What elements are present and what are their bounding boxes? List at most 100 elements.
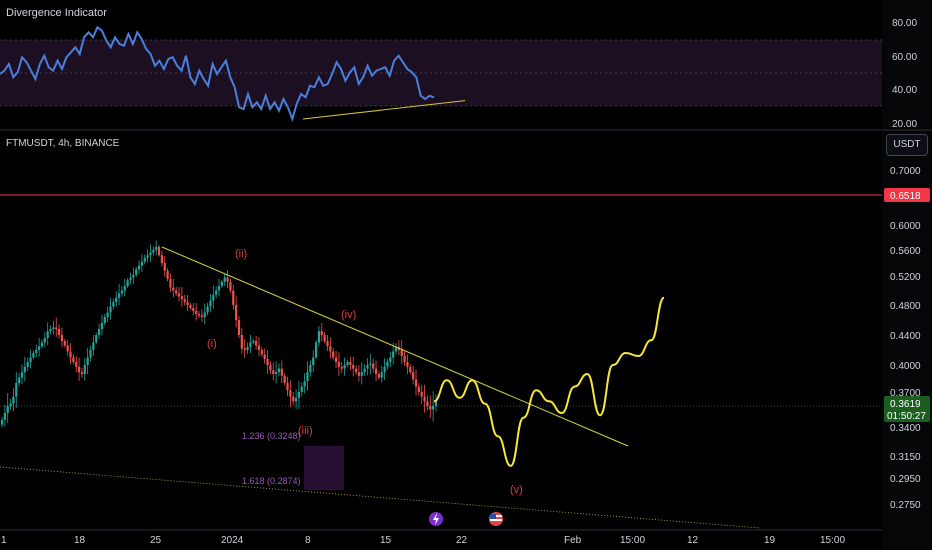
candle-body — [126, 280, 129, 287]
candle-body — [423, 396, 426, 402]
current-price-label: 0.3619 — [890, 399, 921, 410]
candle-body — [235, 305, 238, 320]
indicator-pane: Divergence Indicator 80.00 60.00 40.00 2… — [0, 7, 917, 130]
candle-body — [226, 277, 229, 282]
candle-body — [15, 383, 18, 397]
candle-body — [217, 286, 221, 291]
candle-body — [312, 357, 315, 365]
support-trendline[interactable] — [0, 466, 761, 529]
candle-body — [152, 250, 155, 253]
candle-body — [394, 347, 398, 352]
candle-body — [240, 335, 243, 349]
candle-body — [117, 293, 121, 298]
indicator-tick-40: 40.00 — [892, 85, 917, 96]
bar-countdown-label: 01:50:27 — [887, 411, 926, 422]
candle-body — [149, 252, 152, 256]
time-tick: Feb — [564, 535, 582, 546]
candle-body — [115, 297, 118, 303]
lightning-event-icon[interactable] — [429, 512, 443, 526]
candle-body — [175, 290, 178, 294]
candle-body — [326, 341, 329, 347]
candle-body — [72, 357, 75, 362]
candle-body — [257, 345, 261, 350]
us-flag-event-icon[interactable] — [489, 512, 503, 526]
candle-body — [109, 306, 112, 313]
currency-button[interactable]: USDT — [886, 134, 928, 156]
divergence-trendline — [302, 100, 466, 120]
candle-body — [29, 357, 32, 362]
candle-body — [317, 331, 321, 343]
candle-body — [32, 353, 35, 358]
candle-body — [18, 377, 21, 383]
candle-body — [123, 286, 126, 291]
time-tick: 15:00 — [620, 535, 645, 546]
candle-body — [237, 320, 241, 335]
price-tick: 0.2750 — [890, 500, 921, 511]
time-axis: 1 18 25 2024 8 15 22 Feb 15:00 12 19 15:… — [0, 529, 882, 546]
candle-body — [252, 341, 255, 343]
projection-path[interactable] — [433, 296, 665, 467]
candle-body — [75, 362, 78, 367]
indicator-tick-60: 60.00 — [892, 52, 917, 63]
candle-body — [140, 261, 144, 266]
candle-body — [66, 345, 69, 352]
time-tick: 22 — [456, 535, 468, 546]
candle-body — [409, 366, 412, 373]
candle-body — [97, 329, 101, 335]
price-tick: 0.4800 — [890, 301, 921, 312]
candle-body — [343, 365, 346, 369]
price-tick: 0.4000 — [890, 361, 921, 372]
candle-body — [377, 374, 380, 378]
time-tick: 8 — [305, 535, 311, 546]
candle-body — [160, 255, 163, 263]
wave-label-v: (v) — [510, 484, 523, 496]
candle-body — [203, 312, 206, 317]
candle-body — [309, 365, 312, 373]
candle-body — [426, 401, 429, 406]
candle-body — [400, 350, 403, 356]
candle-body — [300, 386, 303, 392]
candle-body — [303, 381, 306, 387]
candle-body — [80, 372, 84, 374]
candle-body — [223, 277, 226, 282]
candle-body — [195, 311, 198, 314]
fib-extension-box[interactable] — [304, 446, 344, 490]
candle-body — [129, 277, 132, 281]
candle-body — [20, 372, 24, 378]
candle-body — [352, 365, 355, 369]
candle-body — [320, 331, 323, 335]
candle-body — [52, 327, 55, 329]
price-tick: 0.3400 — [890, 423, 921, 434]
candle-body — [49, 329, 52, 332]
candle-body — [286, 383, 289, 391]
candle-body — [186, 302, 189, 305]
candle-body — [263, 354, 266, 359]
candle-body — [106, 312, 109, 317]
wave-label-ii: (ii) — [235, 248, 247, 260]
candle-body — [100, 323, 104, 329]
candle-body — [246, 347, 249, 350]
candle-body — [26, 362, 29, 367]
candle-body — [314, 342, 318, 358]
candle-body — [369, 363, 372, 365]
candle-body — [380, 372, 383, 378]
candle-body — [306, 372, 309, 382]
candle-body — [414, 379, 418, 387]
candle-body — [275, 372, 278, 374]
wave-label-i: (i) — [207, 338, 217, 350]
indicator-title: Divergence Indicator — [6, 7, 107, 19]
candle-body — [212, 294, 215, 301]
candle-body — [229, 281, 232, 291]
time-tick: 18 — [74, 535, 86, 546]
candle-body — [23, 366, 26, 373]
candle-body — [95, 335, 98, 343]
descending-trendline[interactable] — [161, 246, 629, 447]
price-tick: 0.5200 — [890, 272, 921, 283]
candle-body — [432, 406, 435, 410]
candle-body — [206, 306, 209, 313]
candle-body — [40, 342, 44, 347]
candle-body — [69, 351, 72, 358]
candle-body — [143, 257, 146, 262]
candle-body — [43, 338, 46, 343]
time-tick: 12 — [687, 535, 699, 546]
